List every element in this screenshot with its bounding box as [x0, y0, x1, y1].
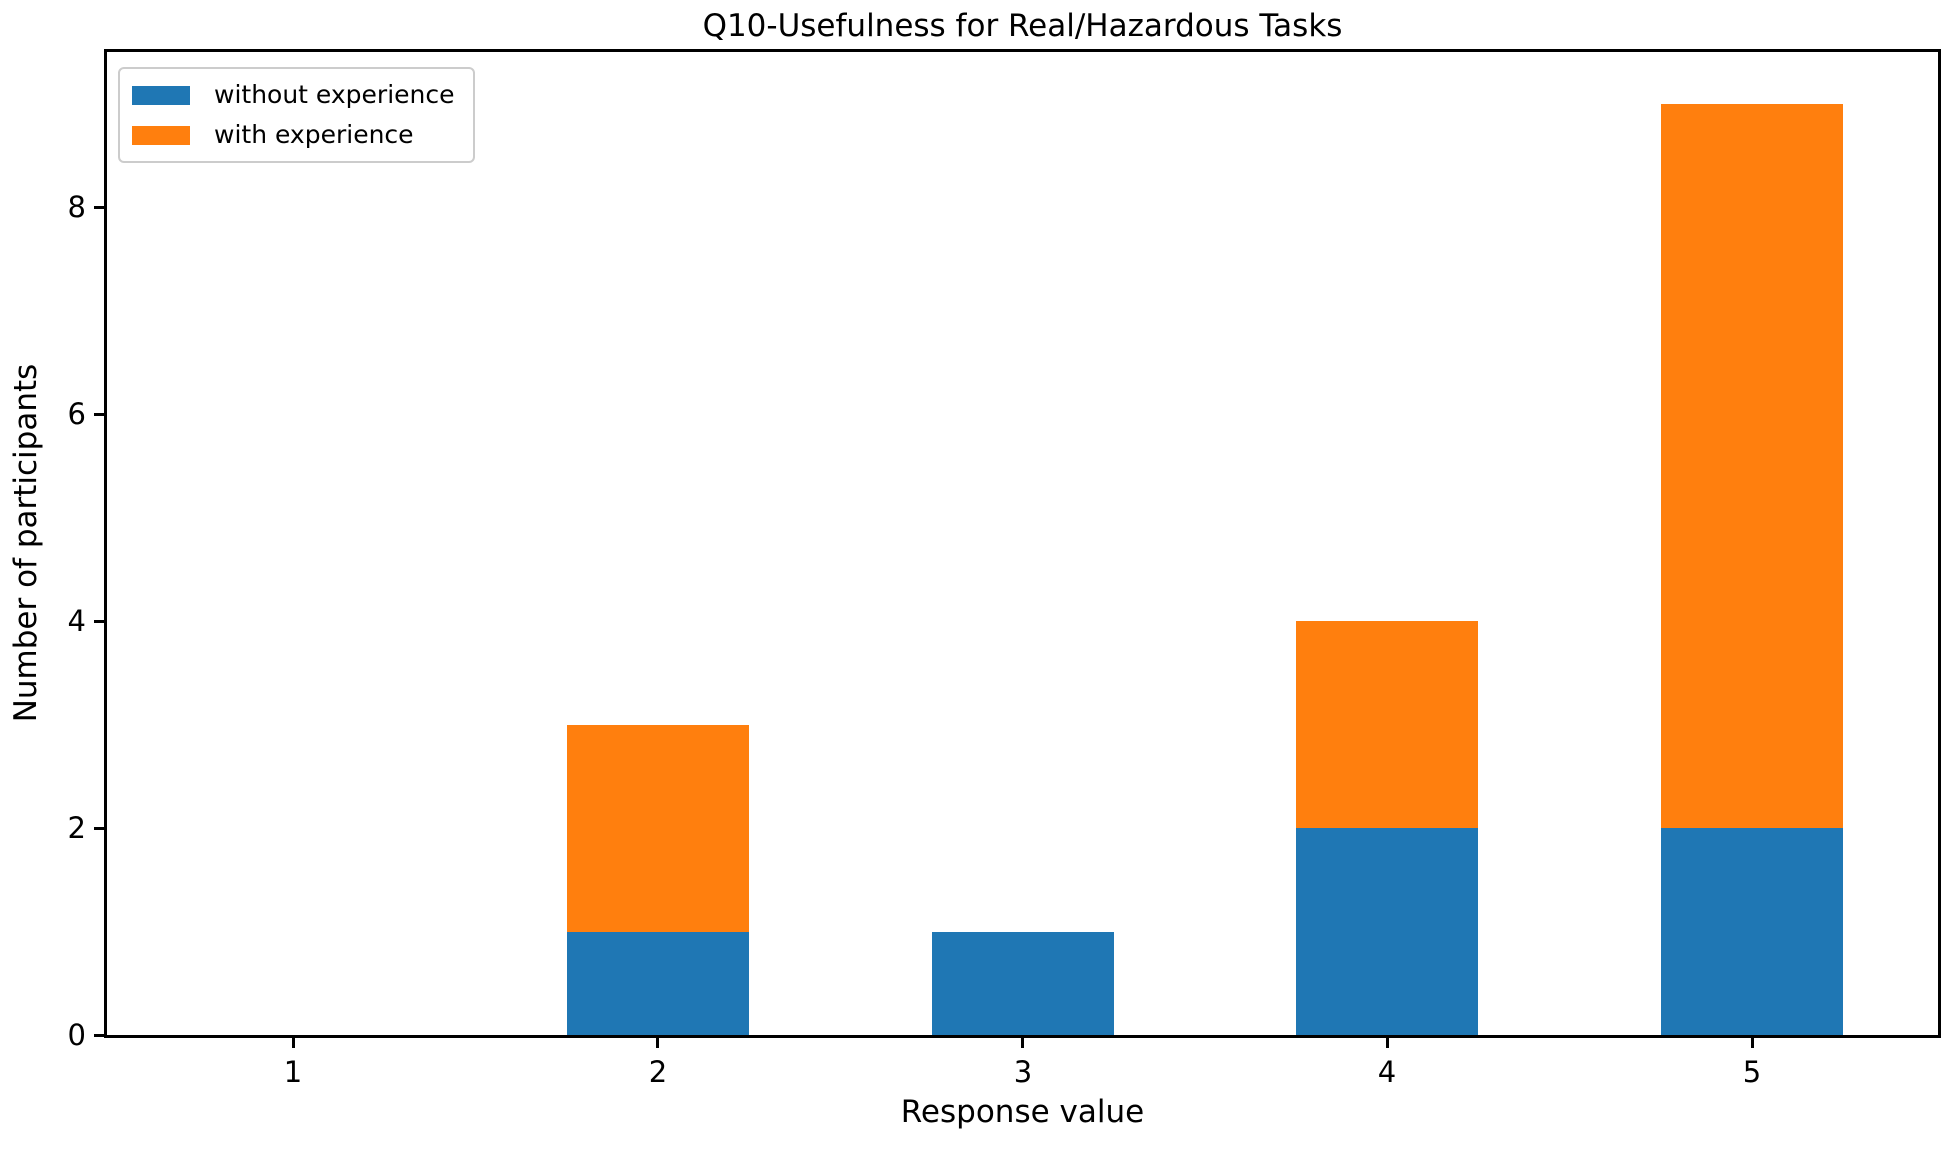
x-tick-mark-1	[292, 1038, 295, 1048]
x-axis-label: Response value	[900, 1094, 1145, 1130]
legend-item-without-experience: without experience	[132, 79, 455, 111]
legend-label: without experience	[214, 80, 455, 109]
x-tick-label-4: 4	[1377, 1055, 1397, 1089]
x-tick-label-3: 3	[1013, 1055, 1033, 1089]
y-tick-label-2: 2	[67, 811, 86, 845]
plot-inner	[107, 52, 1938, 1035]
legend-item-with-experience: with experience	[132, 119, 455, 151]
legend-label: with experience	[214, 120, 414, 149]
bar-segment-with-experience-cat5	[1661, 104, 1843, 828]
bar-segment-without-experience-cat4	[1296, 828, 1478, 1035]
y-tick-label-4: 4	[67, 604, 86, 638]
legend-swatch-icon	[132, 85, 190, 105]
x-tick-label-5: 5	[1742, 1055, 1762, 1089]
x-tick-label-2: 2	[648, 1055, 668, 1089]
y-tick-label-6: 6	[67, 397, 86, 431]
y-tick-mark-2	[94, 827, 104, 830]
legend-swatch-icon	[132, 125, 190, 145]
bar-segment-with-experience-cat2	[567, 725, 749, 932]
plot-area	[104, 49, 1941, 1038]
bar-segment-with-experience-cat4	[1296, 621, 1478, 828]
y-tick-mark-6	[94, 413, 104, 416]
x-tick-mark-3	[1021, 1038, 1024, 1048]
x-tick-mark-4	[1386, 1038, 1389, 1048]
x-tick-mark-2	[656, 1038, 659, 1048]
x-tick-label-1: 1	[283, 1055, 303, 1089]
bar-segment-without-experience-cat5	[1661, 828, 1843, 1035]
y-tick-label-8: 8	[67, 190, 86, 224]
y-tick-mark-0	[94, 1034, 104, 1037]
y-tick-label-0: 0	[67, 1018, 86, 1052]
x-tick-mark-5	[1751, 1038, 1754, 1048]
bar-segment-without-experience-cat3	[932, 932, 1114, 1035]
y-tick-mark-8	[94, 206, 104, 209]
bar-segment-without-experience-cat2	[567, 932, 749, 1035]
legend: without experience with experience	[118, 67, 475, 163]
chart-title: Q10-Usefulness for Real/Hazardous Tasks	[702, 8, 1343, 44]
y-tick-mark-4	[94, 620, 104, 623]
y-axis-label: Number of participants	[8, 363, 44, 723]
